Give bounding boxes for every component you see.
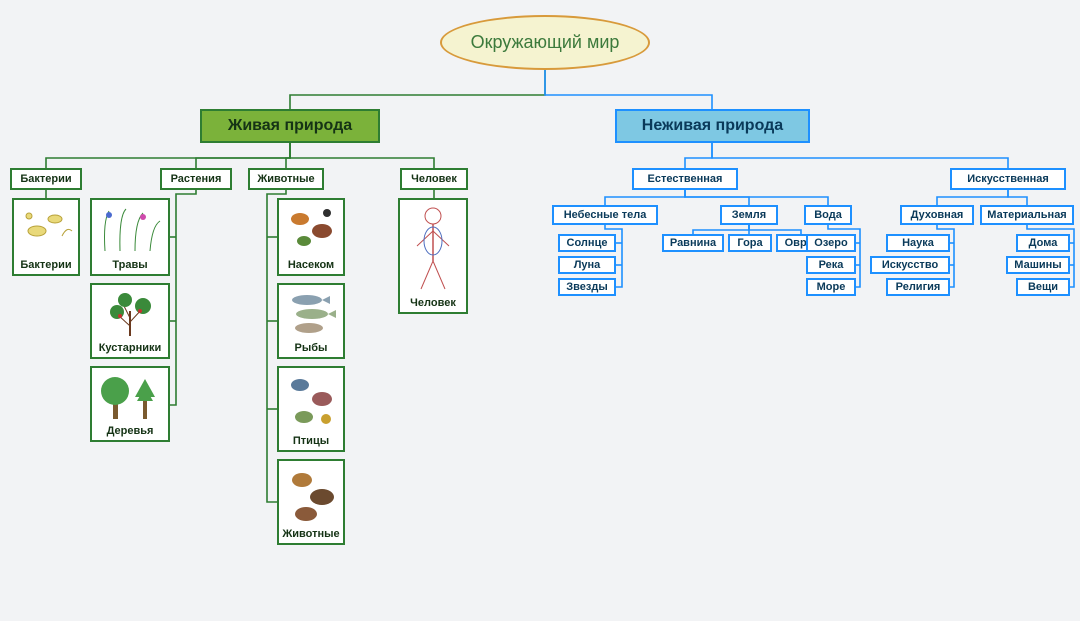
celestial-moon: Луна xyxy=(558,256,616,274)
human-icon xyxy=(403,201,463,295)
insects-icon xyxy=(282,201,340,257)
water-river: Река xyxy=(806,256,856,274)
fish-icon xyxy=(282,286,340,340)
card-grass: Травы xyxy=(90,198,170,276)
natural-earth: Земля xyxy=(720,205,778,225)
nonliving-nature-node: Неживая природа xyxy=(615,109,810,143)
nonliving-cat-artificial: Искусственная xyxy=(950,168,1066,190)
living-cat-bacteria: Бактерии xyxy=(10,168,82,190)
shrub-icon xyxy=(95,286,165,340)
bacteria-icon xyxy=(17,201,75,257)
grass-icon xyxy=(95,201,165,257)
spiritual-science: Наука xyxy=(886,234,950,252)
root-node: Окружающий мир xyxy=(440,15,650,70)
card-label: Деревья xyxy=(95,423,165,437)
card-label: Бактерии xyxy=(17,257,75,271)
material-houses: Дома xyxy=(1016,234,1070,252)
tree-icon xyxy=(95,369,165,423)
natural-water: Вода xyxy=(804,205,852,225)
living-nature-node: Живая природа xyxy=(200,109,380,143)
living-cat-human: Человек xyxy=(400,168,468,190)
water-sea: Море xyxy=(806,278,856,296)
card-label: Кустарники xyxy=(95,340,165,354)
card-birds: Птицы xyxy=(277,366,345,452)
card-label: Насеком xyxy=(282,257,340,271)
living-cat-animals: Животные xyxy=(248,168,324,190)
card-fish: Рыбы xyxy=(277,283,345,359)
earth-plain: Равнина xyxy=(662,234,724,252)
card-human-card: Человек xyxy=(398,198,468,314)
celestial-sun: Солнце xyxy=(558,234,616,252)
card-mammals: Животные xyxy=(277,459,345,545)
mammals-icon xyxy=(282,462,340,526)
artificial-spiritual: Духовная xyxy=(900,205,974,225)
card-insects: Насеком xyxy=(277,198,345,276)
card-label: Человек xyxy=(403,295,463,309)
nonliving-cat-natural: Естественная xyxy=(632,168,738,190)
card-shrubs: Кустарники xyxy=(90,283,170,359)
card-trees: Деревья xyxy=(90,366,170,442)
water-lake: Озеро xyxy=(806,234,856,252)
spiritual-religion: Религия xyxy=(886,278,950,296)
card-bacteria-card: Бактерии xyxy=(12,198,80,276)
artificial-material: Материальная xyxy=(980,205,1074,225)
card-label: Травы xyxy=(95,257,165,271)
card-label: Животные xyxy=(282,526,340,540)
birds-icon xyxy=(282,369,340,433)
earth-mountain: Гора xyxy=(728,234,772,252)
material-things: Вещи xyxy=(1016,278,1070,296)
diagram-stage: Окружающий мир Живая природа Неживая при… xyxy=(0,0,1080,621)
celestial-stars: Звезды xyxy=(558,278,616,296)
living-cat-plants: Растения xyxy=(160,168,232,190)
card-label: Рыбы xyxy=(282,340,340,354)
spiritual-art: Искусство xyxy=(870,256,950,274)
material-cars: Машины xyxy=(1006,256,1070,274)
card-label: Птицы xyxy=(282,433,340,447)
natural-celestial: Небесные тела xyxy=(552,205,658,225)
